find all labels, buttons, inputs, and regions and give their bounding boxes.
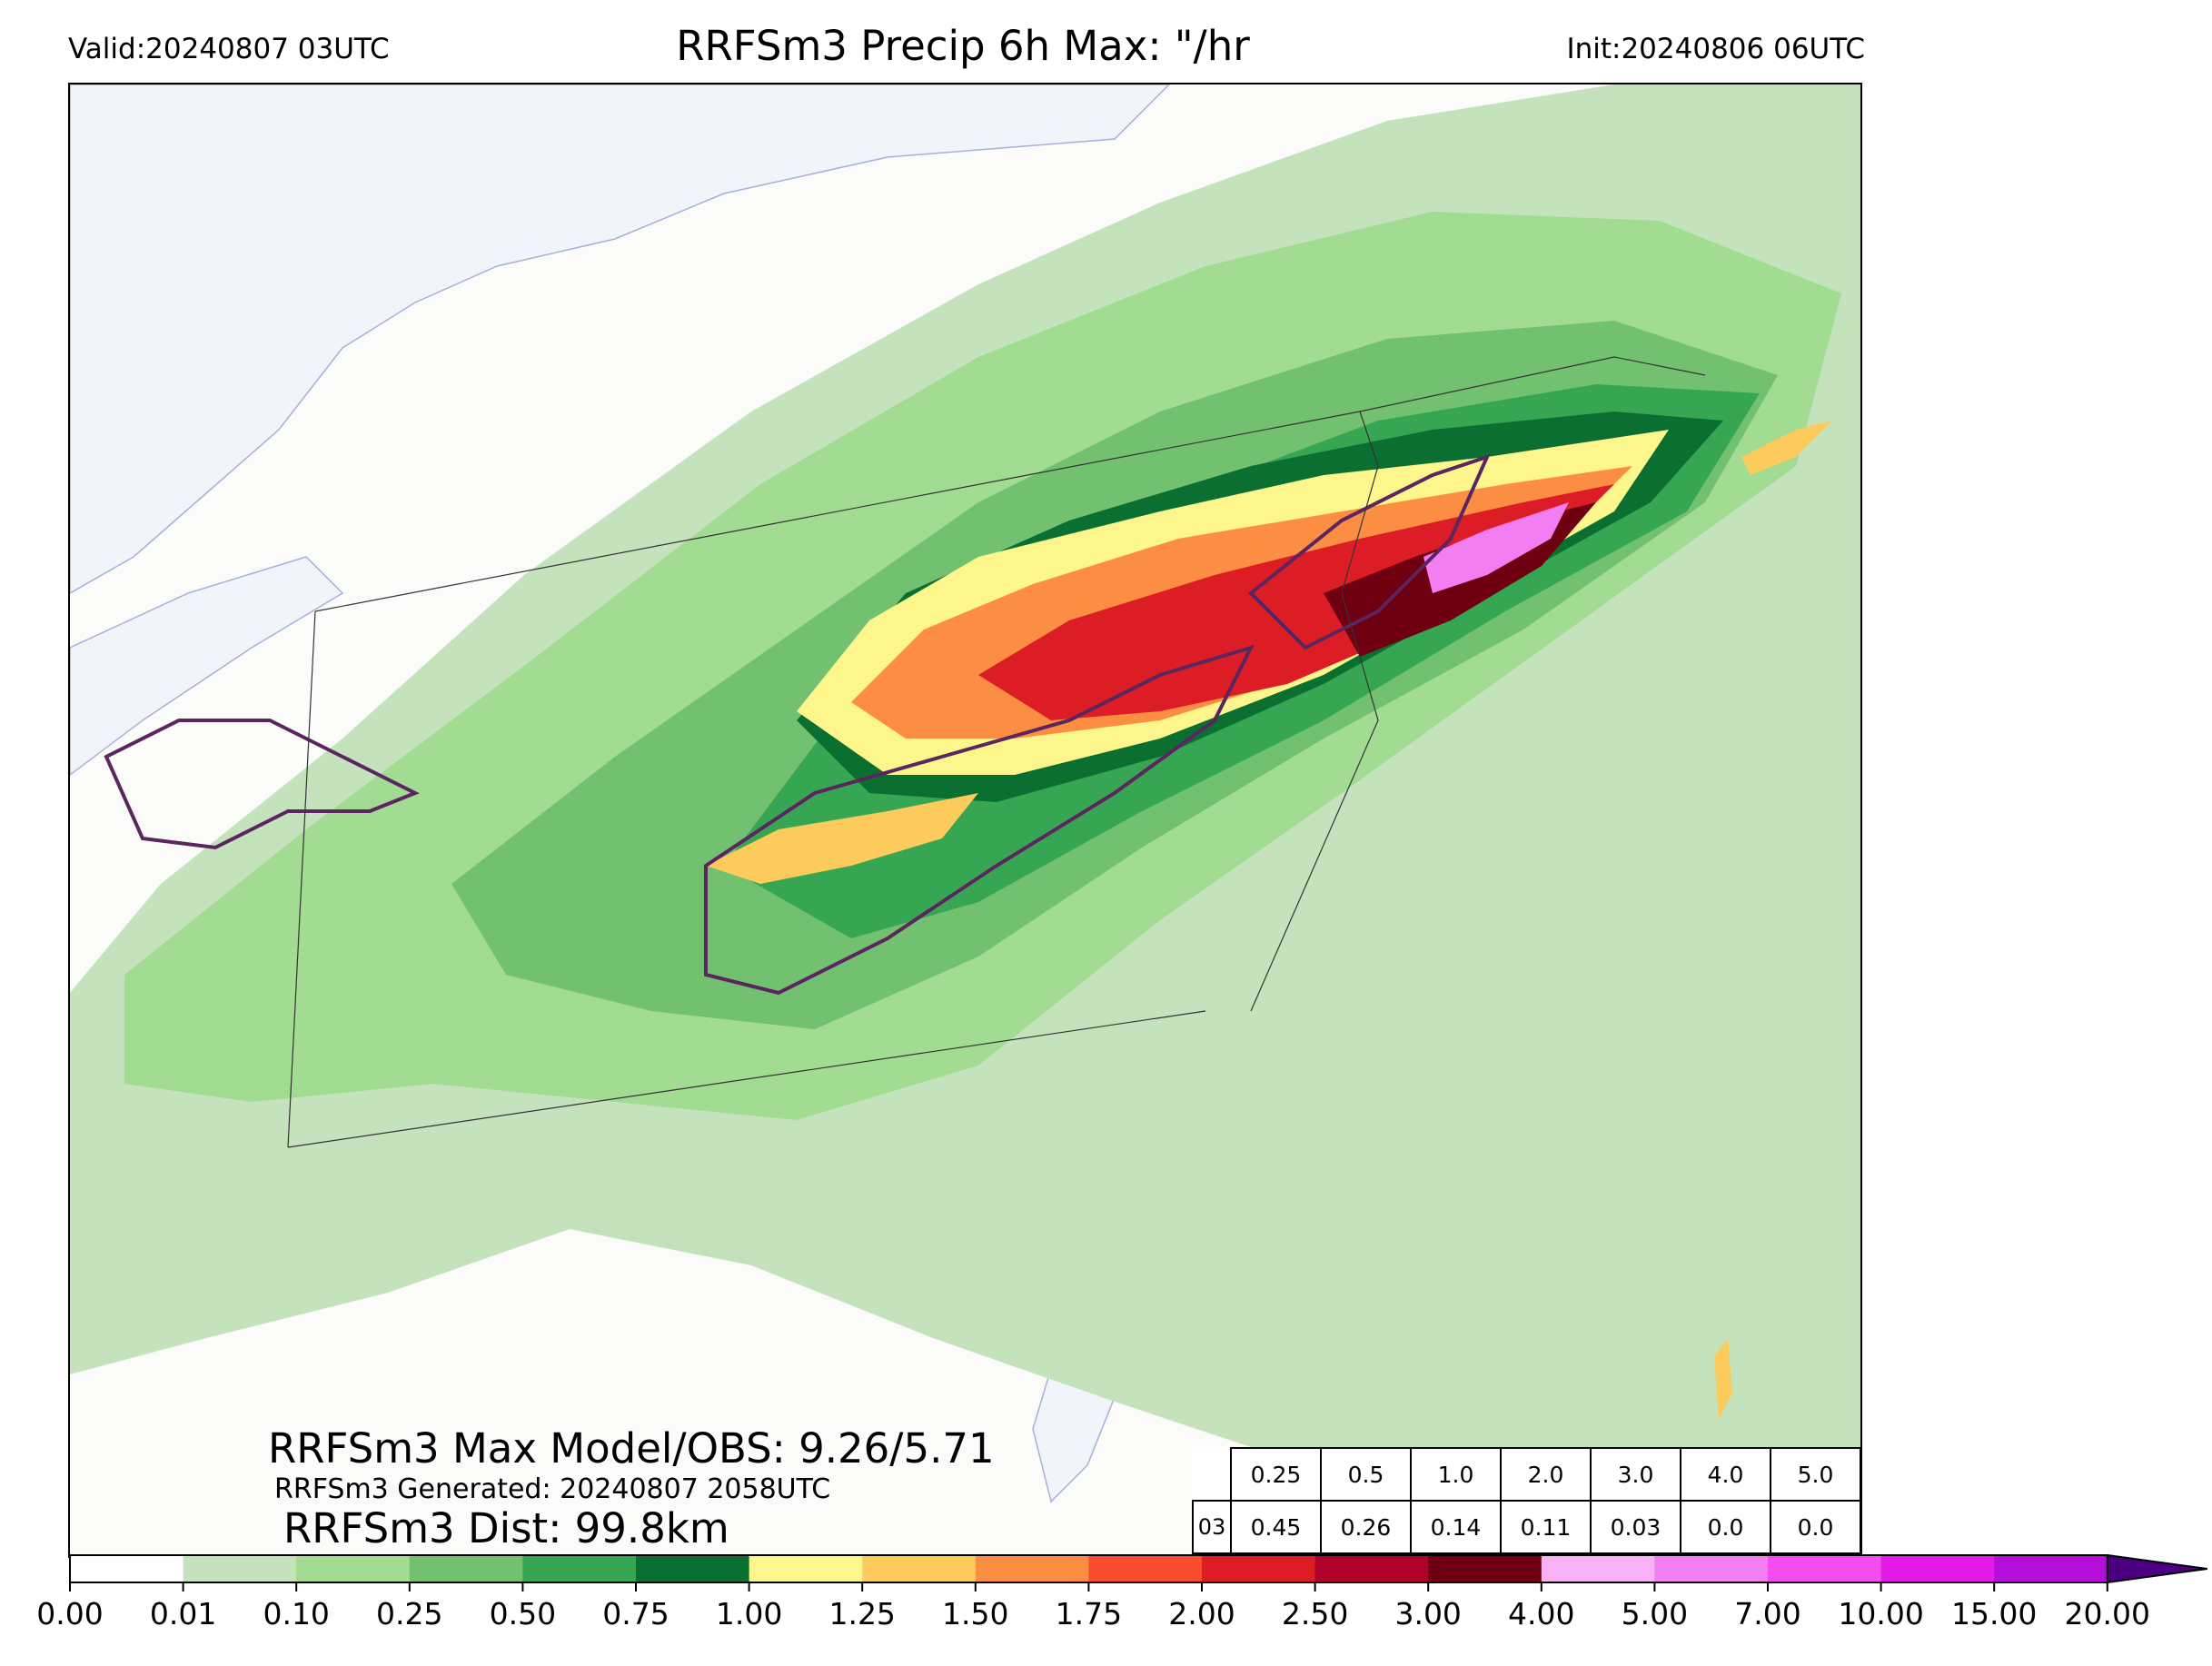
generated-time-label: RRFSm3 Generated: 20240807 2058UTC xyxy=(274,1473,831,1505)
precip-cell-south xyxy=(1714,1338,1732,1420)
boundary-ohio xyxy=(287,610,316,1148)
colorbar-swatch xyxy=(636,1555,750,1582)
colorbar-swatch xyxy=(296,1555,411,1582)
threshold-cell: 0.5 xyxy=(1320,1447,1412,1502)
threshold-table: 0.25 0.5 1.0 2.0 3.0 4.0 5.0 03 0.45 0.2… xyxy=(1192,1447,1861,1554)
obs-contour-east xyxy=(1248,453,1491,650)
colorbar-tick-label: 0.50 xyxy=(490,1596,556,1631)
colorbar-tick-label: 1.75 xyxy=(1056,1596,1122,1631)
colorbar-tick-label: 7.00 xyxy=(1734,1596,1800,1631)
init-time-label: Init:20240806 06UTC xyxy=(1566,33,1865,65)
colorbar-tick-label: 1.00 xyxy=(716,1596,782,1631)
precip-band-south xyxy=(706,793,978,884)
score-cell: 0.26 xyxy=(1320,1500,1412,1554)
distance-label: RRFSm3 Dist: 99.8km xyxy=(283,1504,729,1552)
colorbar-swatch xyxy=(522,1555,637,1582)
precip-field xyxy=(70,84,1860,1556)
colorbar-tick-label: 0.00 xyxy=(36,1596,103,1631)
colorbar-swatch xyxy=(975,1555,1089,1582)
precip-5.00 xyxy=(1423,502,1569,593)
colorbar-tick-label: 3.00 xyxy=(1394,1596,1461,1631)
colorbar-tick-label: 2.50 xyxy=(1282,1596,1348,1631)
colorbar-tick-label: 15.00 xyxy=(1951,1596,2037,1631)
table-corner-blank xyxy=(1193,1448,1231,1501)
threshold-header-row: 0.25 0.5 1.0 2.0 3.0 4.0 5.0 xyxy=(1193,1447,1861,1502)
colorbar-swatch xyxy=(862,1555,977,1582)
map-title: RRFSm3 Precip 6h Max: "/hr xyxy=(676,22,1250,70)
threshold-cell: 3.0 xyxy=(1590,1447,1681,1502)
colorbar-swatch xyxy=(1994,1555,2108,1582)
row-label: 03 xyxy=(1192,1500,1232,1554)
colorbar-tick-label: 0.75 xyxy=(602,1596,669,1631)
colorbar-swatch xyxy=(183,1555,297,1582)
obs-contours xyxy=(104,453,1491,996)
obs-contour-west xyxy=(104,719,420,850)
boundary-pa-south xyxy=(287,1010,1206,1148)
colorbar: 0.00 0.01 0.10 0.25 0.50 0.75 1.00 1.25 1.50 1.75… xyxy=(36,1553,2207,1631)
colorbar-swatch xyxy=(1314,1555,1429,1582)
colorbar-swatch xyxy=(749,1555,863,1582)
colorbar-tick-label: 0.01 xyxy=(150,1596,216,1631)
colorbar-swatch xyxy=(70,1555,184,1582)
boundary-pa-north xyxy=(314,411,1361,612)
score-cell: 0.03 xyxy=(1590,1500,1681,1554)
colorbar-swatch xyxy=(409,1555,523,1582)
colorbar-swatch xyxy=(1541,1555,1655,1582)
colorbar-swatch xyxy=(1768,1555,1882,1582)
boundary-ny-ne xyxy=(1359,356,1706,412)
colorbar-tick-label: 1.25 xyxy=(828,1596,895,1631)
precip-map-panel xyxy=(68,83,1862,1558)
colorbar-swatch xyxy=(1880,1555,1995,1582)
threshold-cell: 1.0 xyxy=(1410,1447,1502,1502)
colorbar-swatch xyxy=(1202,1555,1316,1582)
colorbar-swatches xyxy=(70,1555,2108,1582)
colorbar-tick-label: 0.25 xyxy=(376,1596,442,1631)
valid-time-label: Valid:20240807 03UTC xyxy=(68,33,390,65)
score-cell: 0.45 xyxy=(1230,1500,1322,1554)
threshold-cell: 4.0 xyxy=(1680,1447,1771,1502)
max-model-obs-label: RRFSm3 Max Model/OBS: 9.26/5.71 xyxy=(268,1424,995,1473)
precip-band-east xyxy=(1741,421,1832,475)
obs-contour-central xyxy=(704,644,1255,996)
colorbar-tick-label: 20.00 xyxy=(2065,1596,2150,1631)
colorbar-tick-label: 4.00 xyxy=(1508,1596,1574,1631)
score-cell: 0.11 xyxy=(1500,1500,1592,1554)
score-cell: 0.14 xyxy=(1410,1500,1502,1554)
colorbar-tick-labels: 0.00 0.01 0.10 0.25 0.50 0.75 1.00 1.25 1.50 1.75… xyxy=(36,1582,2150,1631)
colorbar-swatch xyxy=(1088,1555,1203,1582)
lake-erie-area xyxy=(70,556,344,776)
threshold-cell: 2.0 xyxy=(1500,1447,1592,1502)
score-row: 03 0.45 0.26 0.14 0.11 0.03 0.0 0.0 xyxy=(1192,1500,1861,1554)
state-boundaries xyxy=(287,356,1706,1148)
colorbar-tick-label: 10.00 xyxy=(1838,1596,1923,1631)
colorbar-swatch xyxy=(1654,1555,1769,1582)
colorbar-tick-label: 0.10 xyxy=(263,1596,329,1631)
colorbar-extend-arrow xyxy=(2106,1553,2207,1584)
score-cell: 0.0 xyxy=(1680,1500,1771,1554)
boundary-pa-east xyxy=(1250,411,1379,1012)
colorbar-swatch xyxy=(1428,1555,1542,1582)
lake-ontario-area xyxy=(70,84,1171,594)
colorbar-tick-label: 1.50 xyxy=(942,1596,1008,1631)
colorbar-tick-label: 5.00 xyxy=(1622,1596,1688,1631)
score-cell: 0.0 xyxy=(1770,1500,1861,1554)
colorbar-tick-label: 2.00 xyxy=(1168,1596,1235,1631)
threshold-cell: 5.0 xyxy=(1770,1447,1861,1502)
threshold-cell: 0.25 xyxy=(1230,1447,1322,1502)
